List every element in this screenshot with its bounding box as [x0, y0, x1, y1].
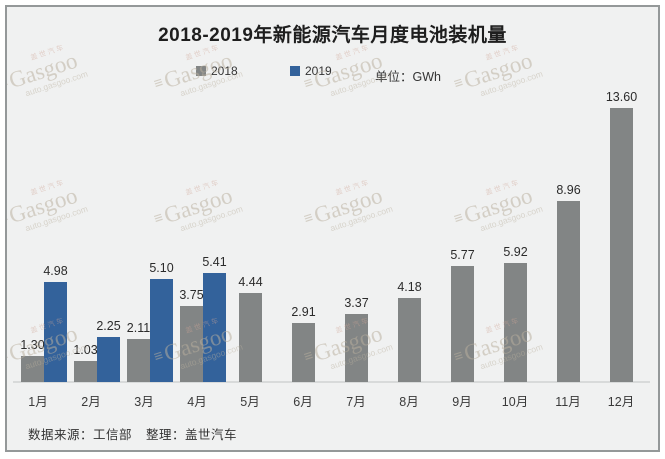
- chart-panel: 盖世汽车 ≡ Gasgoo auto.gasgoo.com 盖世汽车 ≡ Gasgoo aut…: [5, 5, 660, 452]
- bar-2018-12月: [610, 108, 633, 382]
- bar-2018-10月-value-label: 5.92: [503, 245, 528, 259]
- bar-2019-3月-value-label: 5.10: [149, 261, 174, 275]
- x-axis-label-3月: 3月: [134, 395, 154, 409]
- bar-2018-7月-value-label: 3.37: [344, 296, 369, 310]
- x-axis-line: [13, 381, 650, 383]
- x-axis-label-10月: 10月: [501, 395, 529, 409]
- x-axis-label-1月: 1月: [28, 395, 48, 409]
- x-axis-label-5月: 5月: [240, 395, 260, 409]
- plot-area: 1.30 4.98 1月 1.03 2.25 2月 2.11 5.10 3月 3.75 5.41 4月…: [7, 7, 658, 450]
- x-axis-label-8月: 8月: [399, 395, 419, 409]
- source-note: 数据来源：工信部 整理：盖世汽车: [28, 424, 251, 443]
- bar-2018-2月-value-label: 1.03: [73, 343, 98, 357]
- data-source-label: 数据来源：工信部: [28, 428, 133, 442]
- x-axis-label-6月: 6月: [293, 395, 313, 409]
- bar-2018-10月: [504, 263, 527, 382]
- chart-title: 2018-2019年新能源汽车月度电池装机量: [158, 25, 507, 46]
- legend-item-2018: 2018: [196, 64, 238, 78]
- bar-2019-1月-value-label: 4.98: [43, 264, 68, 278]
- bar-2018-9月: [451, 266, 474, 382]
- bar-2018-1月: [21, 356, 44, 382]
- bar-2018-8月-value-label: 4.18: [397, 280, 422, 294]
- legend-label-2018: 2018: [211, 64, 238, 78]
- x-axis-label-11月: 11月: [555, 395, 581, 409]
- compiler-label: 整理：盖世汽车: [146, 428, 238, 442]
- bar-2019-4月: [203, 273, 226, 382]
- x-axis-label-2月: 2月: [81, 395, 101, 409]
- bar-2018-11月-value-label: 8.96: [556, 183, 581, 197]
- bar-2018-7月: [345, 314, 368, 382]
- bar-2018-5月: [239, 293, 262, 382]
- bar-2018-4月-value-label: 3.75: [179, 288, 204, 302]
- x-axis-label-4月: 4月: [187, 395, 207, 409]
- bar-2018-6月-value-label: 2.91: [291, 305, 316, 319]
- bar-2019-4月-value-label: 5.41: [202, 255, 227, 269]
- bar-2019-1月: [44, 282, 67, 382]
- legend-item-2019: 2019: [290, 64, 332, 78]
- bar-2019-3月: [150, 279, 173, 382]
- bar-2018-8月: [398, 298, 421, 382]
- bar-2018-3月: [127, 339, 150, 382]
- bar-2018-5月-value-label: 4.44: [238, 275, 263, 289]
- bar-2018-1月-value-label: 1.30: [20, 338, 45, 352]
- bar-2018-2月: [74, 361, 97, 382]
- bar-2018-6月: [292, 323, 315, 382]
- legend-swatch-2019-icon: [290, 66, 300, 76]
- bar-2019-2月-value-label: 2.25: [96, 319, 121, 333]
- bar-2018-4月: [180, 306, 203, 382]
- x-axis-label-7月: 7月: [346, 395, 366, 409]
- unit-label: 单位：GWh: [375, 70, 441, 84]
- bar-2019-2月: [97, 337, 120, 382]
- bar-2018-12月-value-label: 13.60: [605, 90, 638, 104]
- bar-2018-3月-value-label: 2.11: [126, 321, 151, 335]
- x-axis-label-9月: 9月: [452, 395, 472, 409]
- bar-2018-11月: [557, 201, 580, 382]
- x-axis-label-12月: 12月: [607, 395, 635, 409]
- legend-label-2019: 2019: [305, 64, 332, 78]
- legend-swatch-2018-icon: [196, 66, 206, 76]
- bar-2018-9月-value-label: 5.77: [450, 248, 475, 262]
